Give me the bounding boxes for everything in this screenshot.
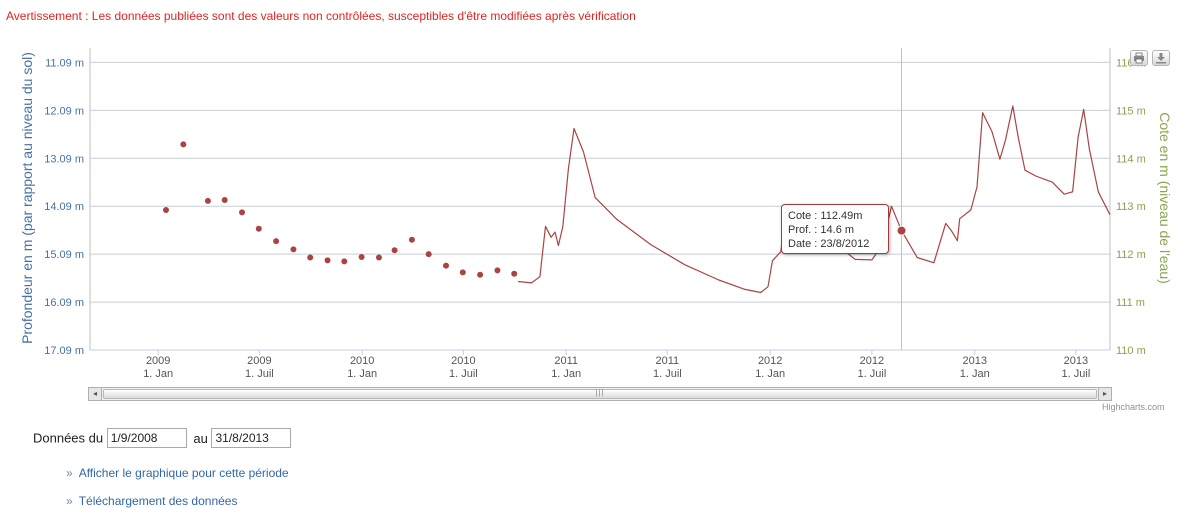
x-tick-sub: 1. Jan — [755, 368, 785, 380]
data-point — [163, 207, 170, 214]
right-tick-label: 110 m — [1116, 345, 1146, 357]
print-button[interactable] — [1130, 50, 1148, 66]
show-chart-link[interactable]: » Afficher le graphique pour cette périod… — [66, 466, 289, 480]
tooltip-date: Date : 23/8/2012 — [788, 238, 870, 250]
left-axis-title: Profondeur en m (par rapport au niveau d… — [19, 52, 35, 344]
x-tick-year: 2011 — [554, 355, 578, 367]
left-tick-label: 12.09 m — [44, 105, 84, 117]
download-data-link-text[interactable]: Téléchargement des données — [78, 494, 238, 508]
data-point — [375, 254, 382, 261]
data-point — [341, 258, 348, 265]
left-tick-label: 11.09 m — [45, 57, 84, 69]
data-point — [443, 262, 450, 269]
tooltip-cote: Cote : 112.49m — [788, 210, 863, 222]
data-point — [255, 225, 262, 232]
to-date-input[interactable] — [211, 428, 292, 448]
highcharts-credits[interactable]: Highcharts.com — [1102, 402, 1165, 412]
to-label: au — [193, 430, 208, 446]
data-point — [273, 238, 280, 245]
right-tick-label: 115 m — [1116, 105, 1146, 117]
data-point — [221, 196, 228, 203]
x-tick-year: 2009 — [146, 355, 170, 367]
x-tick-year: 2012 — [860, 355, 884, 367]
chart-tooltip: Cote : 112.49m Prof. : 14.6 m Date : 23/… — [781, 204, 889, 254]
data-point — [459, 269, 466, 276]
plot-background — [90, 48, 1110, 350]
x-tick-year: 2010 — [451, 355, 475, 367]
scroll-left-arrow-icon[interactable]: ◂ — [89, 388, 102, 400]
x-tick-sub: 1. Juil — [449, 368, 478, 380]
chart: 11.09 m 12.09 m 13.09 m 14.09 m 15.09 m 16.09… — [19, 48, 1173, 380]
x-tick-sub: 1. Jan — [143, 368, 173, 380]
data-point — [307, 254, 314, 261]
from-date-input[interactable] — [106, 428, 187, 448]
date-range-form: Données du au — [33, 428, 292, 448]
tooltip-prof: Prof. : 14.6 m — [788, 224, 855, 236]
data-point — [408, 236, 415, 243]
highlighted-point — [896, 225, 907, 236]
data-point — [290, 246, 297, 253]
data-point — [180, 141, 187, 148]
right-tick-label: 112 m — [1116, 249, 1146, 261]
scrollbar-thumb[interactable]: ||| — [103, 389, 1097, 399]
download-icon — [1156, 53, 1166, 64]
x-tick-sub: 1. Juil — [858, 368, 887, 380]
download-data-link[interactable]: » Téléchargement des données — [66, 494, 237, 508]
x-tick-sub: 1. Juil — [245, 368, 274, 380]
left-tick-label: 16.09 m — [44, 297, 84, 309]
chart-scrollbar[interactable]: ◂ ||| ▸ — [88, 387, 1112, 401]
scroll-right-arrow-icon[interactable]: ▸ — [1098, 388, 1111, 400]
data-point — [511, 270, 518, 277]
left-axis: 11.09 m 12.09 m 13.09 m 14.09 m 15.09 m 16.09… — [44, 57, 84, 357]
left-tick-label: 15.09 m — [44, 249, 84, 261]
data-point — [391, 247, 398, 254]
x-tick-year: 2013 — [1064, 355, 1088, 367]
show-chart-link-text[interactable]: Afficher le graphique pour cette période — [78, 466, 289, 480]
right-axis-title: Cote en m (niveau de l'eau) — [1157, 112, 1173, 284]
left-tick-label: 13.09 m — [44, 153, 84, 165]
right-tick-label: 114 m — [1116, 153, 1146, 165]
data-point — [324, 257, 331, 264]
right-tick-label: 111 m — [1116, 297, 1145, 309]
data-point — [425, 251, 432, 258]
x-tick-year: 2013 — [963, 355, 987, 367]
warning-message: Avertissement : Les données publiées son… — [6, 9, 636, 23]
left-tick-label: 14.09 m — [44, 201, 84, 213]
x-tick-sub: 1. Juil — [1062, 368, 1091, 380]
data-point — [239, 209, 246, 216]
x-tick-sub: 1. Jan — [551, 368, 581, 380]
printer-icon — [1134, 52, 1144, 64]
x-tick-sub: 1. Juil — [653, 368, 682, 380]
chevron-right-icon: » — [66, 494, 73, 508]
x-tick-year: 2012 — [758, 355, 782, 367]
data-point — [358, 254, 365, 261]
x-tick-sub: 1. Jan — [960, 368, 990, 380]
chart-grid — [89, 48, 1111, 351]
from-label: Données du — [33, 430, 104, 446]
export-button[interactable] — [1152, 50, 1170, 66]
scroll-grip-icon: ||| — [595, 390, 605, 397]
left-tick-label: 17.09 m — [44, 345, 84, 357]
chevron-right-icon: » — [66, 466, 73, 480]
x-tick-year: 2011 — [656, 355, 680, 367]
data-point — [477, 271, 484, 278]
data-point — [204, 197, 211, 204]
x-tick-year: 2010 — [350, 355, 374, 367]
x-tick-year: 2009 — [247, 355, 271, 367]
x-tick-sub: 1. Jan — [347, 368, 377, 380]
right-tick-label: 113 m — [1116, 201, 1146, 213]
data-point — [494, 267, 501, 274]
